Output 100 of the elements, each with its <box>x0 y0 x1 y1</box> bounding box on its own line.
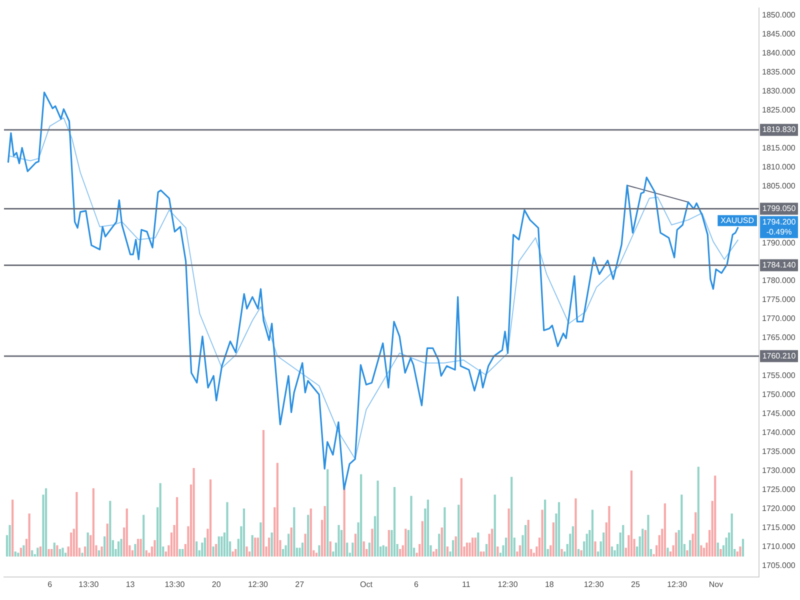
x-tick-label: Oct <box>360 580 374 590</box>
bar <box>440 527 443 557</box>
bar <box>232 552 234 557</box>
bar <box>368 542 370 557</box>
y-tick-label: 1755.000 <box>762 371 796 380</box>
bar <box>474 538 476 557</box>
bar <box>720 549 722 557</box>
bar <box>307 514 310 557</box>
x-tick-label: 12:30 <box>584 580 604 590</box>
bar <box>36 548 39 557</box>
bar <box>404 528 407 557</box>
x-tick-label: 11 <box>462 580 471 590</box>
bar <box>268 538 270 557</box>
bar <box>591 510 594 557</box>
bar <box>28 514 30 557</box>
bar <box>58 549 62 557</box>
bar <box>466 542 468 557</box>
bar <box>388 530 390 557</box>
text: -0.49% <box>766 227 792 236</box>
y-tick-label: 1705.000 <box>762 560 796 570</box>
bar <box>680 494 683 557</box>
bar <box>154 540 156 557</box>
bar <box>622 524 624 557</box>
bar <box>346 542 348 557</box>
bar <box>480 552 482 557</box>
y-tick-label: 1835.000 <box>762 68 796 77</box>
bar <box>610 546 614 557</box>
bar <box>452 540 454 557</box>
bar <box>435 549 438 557</box>
bar <box>50 549 53 557</box>
bar <box>20 548 22 557</box>
y-tick-label: 1825.000 <box>762 105 796 114</box>
ref-line-label: 1784.140 <box>762 260 796 270</box>
bar <box>472 538 474 557</box>
bar <box>730 514 733 557</box>
bar <box>204 538 206 557</box>
bar <box>212 546 214 557</box>
y-tick-label: 1790.000 <box>762 238 796 248</box>
bar <box>385 546 388 557</box>
bar <box>86 532 89 557</box>
y-tick-label: 1710.000 <box>762 542 796 551</box>
bar <box>644 530 646 557</box>
bar <box>586 534 588 557</box>
bar <box>39 546 42 557</box>
series-label: XAUUSD <box>720 216 754 225</box>
bar <box>527 520 530 557</box>
y-tick-label: 1730.000 <box>762 466 796 475</box>
bar <box>393 486 396 557</box>
bar <box>310 508 312 557</box>
bar <box>215 544 218 557</box>
bar <box>577 549 580 557</box>
text: 1794.200 <box>762 217 796 226</box>
bar <box>159 483 162 557</box>
x-tick-label: 12:30 <box>248 580 269 590</box>
bar <box>326 469 329 557</box>
x-tick-label: 6 <box>414 580 419 590</box>
bar <box>290 527 292 557</box>
bar <box>196 541 198 557</box>
bar <box>329 541 332 557</box>
bar <box>12 500 14 557</box>
x-tick-label: 12:30 <box>667 580 688 590</box>
bar <box>352 542 354 557</box>
bar <box>81 552 84 557</box>
bar <box>700 545 702 557</box>
bar <box>218 536 220 557</box>
bar <box>104 536 106 557</box>
bar <box>508 508 510 557</box>
bar <box>494 494 496 557</box>
bar <box>510 476 513 557</box>
bar <box>675 532 678 557</box>
bar <box>518 545 522 557</box>
bar <box>354 534 357 557</box>
bar <box>446 546 449 557</box>
bar <box>76 492 78 557</box>
bar <box>580 550 582 557</box>
bar <box>482 552 485 557</box>
bar <box>714 476 716 557</box>
bar <box>382 545 384 557</box>
bar <box>458 504 460 557</box>
bar <box>426 500 430 557</box>
bar <box>276 462 278 557</box>
bar <box>739 546 742 557</box>
bar <box>574 498 577 557</box>
bar <box>594 541 596 557</box>
x-tick-label: 13:30 <box>78 580 100 590</box>
bar <box>117 541 120 557</box>
bar <box>608 506 610 557</box>
bar <box>242 508 246 557</box>
bar <box>360 474 362 557</box>
y-tick-label: 1765.000 <box>762 333 796 342</box>
bar <box>460 478 462 557</box>
bar <box>282 549 284 557</box>
bar <box>8 524 11 557</box>
bar <box>44 488 48 557</box>
y-tick-label: 1725.000 <box>762 484 796 494</box>
bar <box>552 522 554 557</box>
x-tick-label: 18 <box>544 580 554 590</box>
bar <box>234 549 237 557</box>
bar <box>432 552 435 557</box>
bar <box>84 546 86 557</box>
